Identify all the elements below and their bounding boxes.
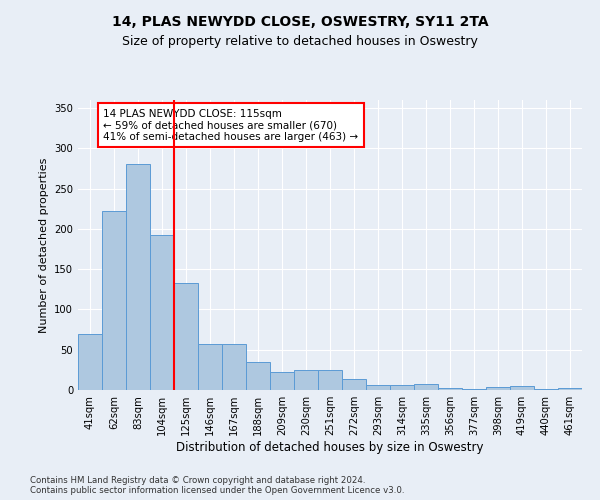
Text: Contains HM Land Registry data © Crown copyright and database right 2024.
Contai: Contains HM Land Registry data © Crown c… bbox=[30, 476, 404, 495]
Bar bbox=[342, 378, 366, 390]
Bar bbox=[414, 384, 438, 390]
Bar bbox=[126, 164, 150, 390]
Bar bbox=[438, 388, 462, 390]
Text: 14 PLAS NEWYDD CLOSE: 115sqm
← 59% of detached houses are smaller (670)
41% of s: 14 PLAS NEWYDD CLOSE: 115sqm ← 59% of de… bbox=[103, 108, 358, 142]
Bar bbox=[174, 283, 198, 390]
Bar bbox=[486, 387, 510, 390]
Bar bbox=[294, 370, 318, 390]
Bar bbox=[318, 370, 342, 390]
Bar bbox=[246, 362, 270, 390]
Bar bbox=[198, 344, 222, 390]
Bar bbox=[366, 385, 390, 390]
Bar bbox=[150, 236, 174, 390]
Bar bbox=[462, 389, 486, 390]
Bar bbox=[78, 334, 102, 390]
Text: Size of property relative to detached houses in Oswestry: Size of property relative to detached ho… bbox=[122, 35, 478, 48]
Text: 14, PLAS NEWYDD CLOSE, OSWESTRY, SY11 2TA: 14, PLAS NEWYDD CLOSE, OSWESTRY, SY11 2T… bbox=[112, 15, 488, 29]
Bar bbox=[270, 372, 294, 390]
Bar bbox=[558, 388, 582, 390]
Bar bbox=[102, 211, 126, 390]
Bar bbox=[390, 385, 414, 390]
Bar bbox=[534, 389, 558, 390]
X-axis label: Distribution of detached houses by size in Oswestry: Distribution of detached houses by size … bbox=[176, 441, 484, 454]
Bar bbox=[510, 386, 534, 390]
Y-axis label: Number of detached properties: Number of detached properties bbox=[38, 158, 49, 332]
Bar bbox=[222, 344, 246, 390]
